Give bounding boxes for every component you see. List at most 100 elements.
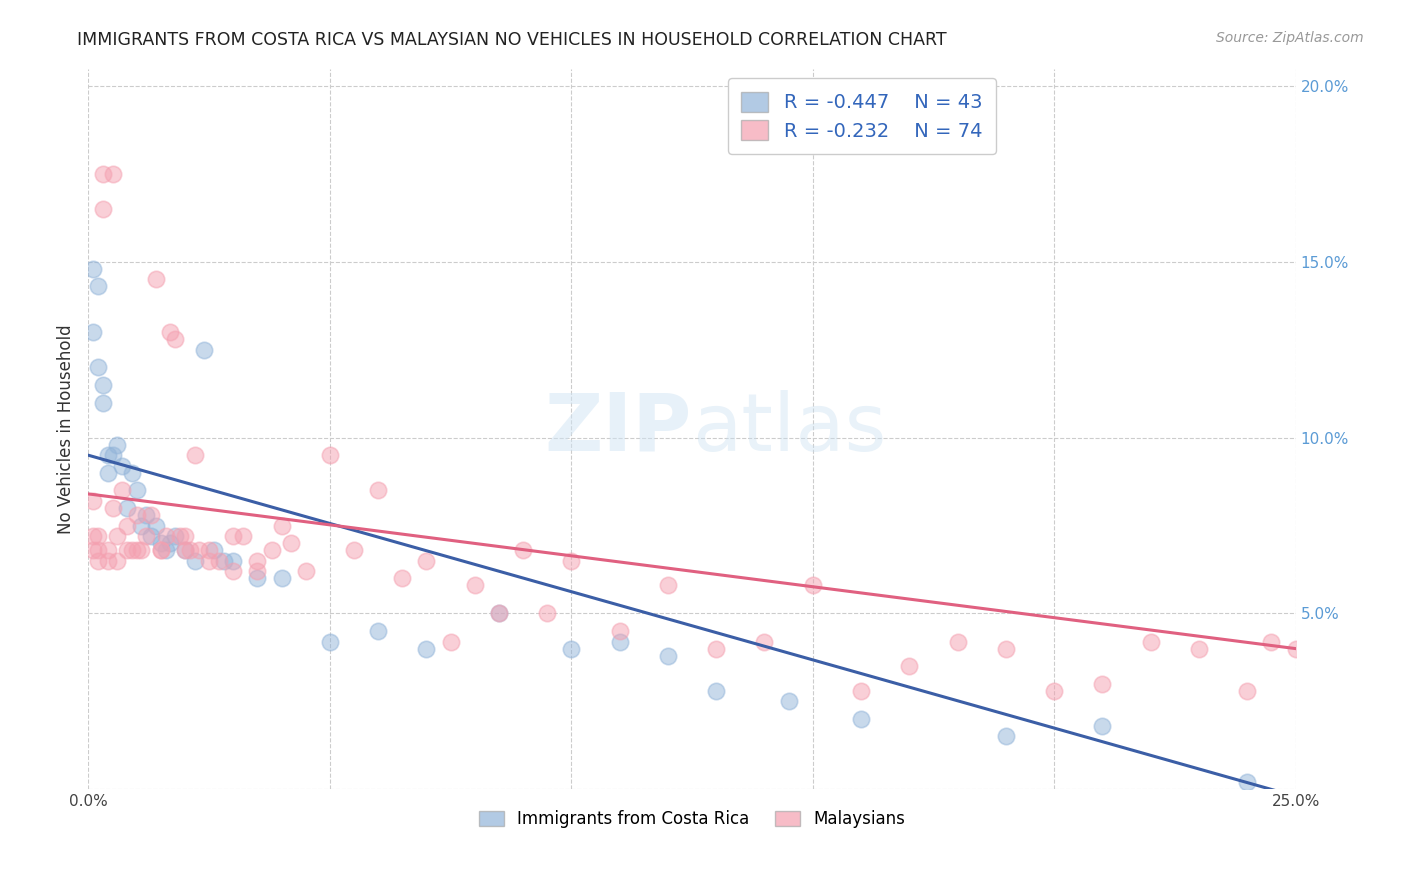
Point xyxy=(105,529,128,543)
Point xyxy=(121,543,143,558)
Point xyxy=(367,624,389,638)
Point xyxy=(135,529,157,543)
Point xyxy=(488,607,510,621)
Point xyxy=(488,607,510,621)
Point xyxy=(704,683,727,698)
Point xyxy=(82,543,104,558)
Text: IMMIGRANTS FROM COSTA RICA VS MALAYSIAN NO VEHICLES IN HOUSEHOLD CORRELATION CHA: IMMIGRANTS FROM COSTA RICA VS MALAYSIAN … xyxy=(77,31,948,49)
Point xyxy=(101,500,124,515)
Point xyxy=(159,536,181,550)
Legend: Immigrants from Costa Rica, Malaysians: Immigrants from Costa Rica, Malaysians xyxy=(472,804,911,835)
Point xyxy=(778,694,800,708)
Point xyxy=(212,554,235,568)
Point xyxy=(131,543,153,558)
Point xyxy=(87,360,110,375)
Point xyxy=(609,634,631,648)
Point xyxy=(246,571,269,585)
Point xyxy=(704,641,727,656)
Point xyxy=(82,261,104,276)
Y-axis label: No Vehicles in Household: No Vehicles in Household xyxy=(58,324,75,533)
Point xyxy=(849,683,872,698)
Point xyxy=(101,167,124,181)
Point xyxy=(657,648,679,663)
Point xyxy=(193,343,215,357)
Point xyxy=(512,543,534,558)
Point xyxy=(222,564,245,578)
Point xyxy=(657,578,679,592)
Point xyxy=(165,529,187,543)
Point xyxy=(97,543,120,558)
Point xyxy=(1236,683,1258,698)
Point xyxy=(1091,677,1114,691)
Point xyxy=(125,508,148,522)
Point xyxy=(415,641,437,656)
Point xyxy=(994,641,1017,656)
Point xyxy=(115,543,138,558)
Point xyxy=(415,554,437,568)
Point xyxy=(439,634,461,648)
Point xyxy=(1043,683,1066,698)
Point xyxy=(87,543,110,558)
Point xyxy=(105,438,128,452)
Point xyxy=(141,529,163,543)
Point xyxy=(87,554,110,568)
Point xyxy=(135,508,157,522)
Point xyxy=(87,279,110,293)
Point xyxy=(183,448,205,462)
Point xyxy=(994,730,1017,744)
Point xyxy=(1139,634,1161,648)
Point xyxy=(222,554,245,568)
Point xyxy=(609,624,631,638)
Point xyxy=(183,554,205,568)
Point xyxy=(246,554,269,568)
Point xyxy=(155,543,177,558)
Point xyxy=(91,395,114,409)
Point xyxy=(159,325,181,339)
Point xyxy=(174,543,197,558)
Point xyxy=(131,518,153,533)
Point xyxy=(111,483,134,498)
Point xyxy=(246,564,269,578)
Point xyxy=(1284,641,1306,656)
Point xyxy=(391,571,413,585)
Point xyxy=(1236,775,1258,789)
Point xyxy=(115,518,138,533)
Point xyxy=(82,325,104,339)
Point xyxy=(260,543,283,558)
Point xyxy=(754,634,776,648)
Point xyxy=(849,712,872,726)
Point xyxy=(141,508,163,522)
Point xyxy=(115,500,138,515)
Point xyxy=(91,167,114,181)
Point xyxy=(155,529,177,543)
Text: atlas: atlas xyxy=(692,390,886,468)
Point xyxy=(97,554,120,568)
Point xyxy=(174,543,197,558)
Point xyxy=(174,529,197,543)
Point xyxy=(202,543,225,558)
Point xyxy=(149,536,172,550)
Point xyxy=(946,634,969,648)
Point xyxy=(91,202,114,216)
Point xyxy=(222,529,245,543)
Point xyxy=(91,378,114,392)
Point xyxy=(898,659,921,673)
Point xyxy=(1188,641,1211,656)
Point xyxy=(101,448,124,462)
Point xyxy=(145,272,167,286)
Point xyxy=(149,543,172,558)
Point xyxy=(343,543,366,558)
Text: Source: ZipAtlas.com: Source: ZipAtlas.com xyxy=(1216,31,1364,45)
Point xyxy=(801,578,824,592)
Point xyxy=(111,458,134,473)
Point xyxy=(208,554,231,568)
Point xyxy=(97,448,120,462)
Point xyxy=(367,483,389,498)
Point xyxy=(560,641,582,656)
Point xyxy=(560,554,582,568)
Point xyxy=(125,483,148,498)
Point xyxy=(270,518,292,533)
Point xyxy=(232,529,254,543)
Point xyxy=(125,543,148,558)
Point xyxy=(145,518,167,533)
